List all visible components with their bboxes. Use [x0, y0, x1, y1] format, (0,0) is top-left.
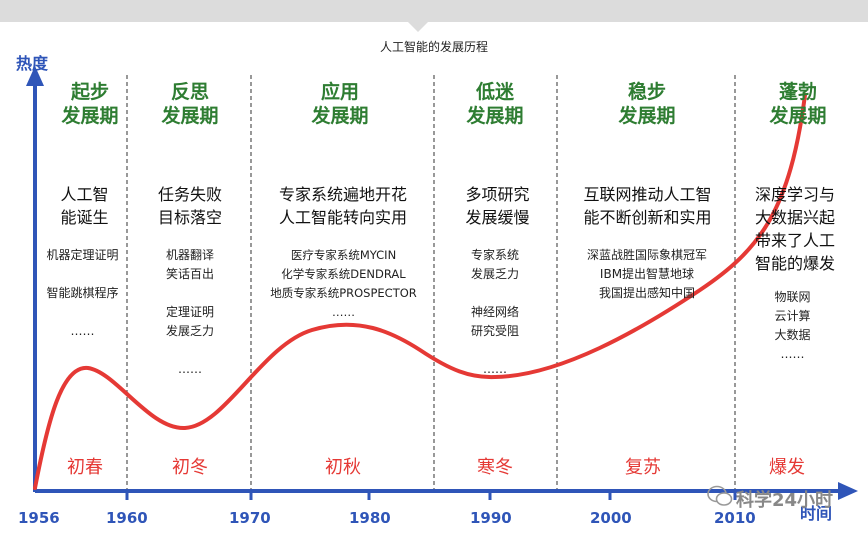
event-line: 深度学习与 — [754, 185, 835, 204]
x-axis-arrow — [838, 482, 858, 500]
phase-title-4: 低迷 发展期 — [445, 80, 545, 128]
detail-list-6: 物联网 云计算 大数据 …… — [774, 290, 811, 361]
detail-list-4: 专家系统 发展乏力 神经网络 研究受阻 …… — [470, 248, 519, 376]
heat-curve — [33, 93, 807, 490]
event-line: 人工智能转向实用 — [278, 208, 407, 227]
event-line: 专家系统遍地开花 — [278, 185, 407, 204]
phase-title-line: 稳步 — [627, 81, 666, 103]
event-line: 发展缓慢 — [465, 208, 530, 227]
detail-list-2: 机器翻译 笑话百出 定理证明 发展乏力 …… — [165, 248, 214, 376]
y-axis-label: 热度 — [16, 54, 49, 73]
phase-title-line: 起步 — [70, 81, 109, 103]
event-line: 能不断创新和实用 — [583, 208, 712, 227]
phase-title-line: 发展期 — [311, 105, 369, 127]
season-label-2: 初冬 — [172, 457, 208, 478]
phase-title-3: 应用 发展期 — [290, 80, 390, 128]
season-label-6: 爆发 — [769, 457, 805, 478]
event-line: 能诞生 — [60, 208, 109, 227]
phase-title-line: 发展期 — [466, 105, 524, 127]
season-label-1: 初春 — [67, 457, 103, 478]
top-bar — [0, 0, 868, 22]
year-label-1956: 1956 — [18, 509, 60, 527]
year-label-1970: 1970 — [229, 509, 271, 527]
year-label-1990: 1990 — [470, 509, 512, 527]
event-text-6: 深度学习与 大数据兴起 带来了人工 智能的爆发 — [740, 183, 850, 275]
event-line: 目标落空 — [157, 208, 222, 227]
x-axis-label: 时间 — [800, 504, 833, 523]
detail-list-5: 深蓝战胜国际象棋冠军 IBM提出智慧地球 我国提出感知中国 — [586, 248, 707, 300]
season-label-4: 寒冬 — [477, 457, 513, 478]
period-separators — [126, 75, 736, 490]
wechat-icon — [707, 485, 733, 506]
event-text-1: 人工智 能诞生 — [37, 183, 132, 229]
detail-list-1: 机器定理证明 智能跳棋程序 …… — [46, 248, 119, 338]
watermark-text: 科学24小时 — [736, 490, 834, 511]
season-label-3: 初秋 — [325, 457, 361, 478]
page-title: 人工智能的发展历程 — [379, 40, 488, 54]
event-text-5: 互联网推动人工智 能不断创新和实用 — [565, 183, 730, 229]
phase-title-5: 稳步 发展期 — [597, 80, 697, 128]
event-text-3: 专家系统遍地开花 人工智能转向实用 — [258, 183, 428, 229]
phase-title-line: 发展期 — [618, 105, 676, 127]
event-line: 大数据兴起 — [754, 208, 835, 227]
phase-title-line: 发展期 — [161, 105, 219, 127]
event-line: 互联网推动人工智 — [583, 185, 712, 204]
phase-title-6: 蓬勃 发展期 — [748, 80, 848, 128]
event-text-4: 多项研究 发展缓慢 — [445, 183, 550, 229]
phase-title-1: 起步 发展期 — [40, 80, 140, 128]
season-label-5: 复苏 — [625, 457, 661, 478]
event-line: 智能的爆发 — [754, 254, 835, 273]
event-line: 多项研究 — [465, 185, 530, 204]
phase-title-line: 应用 — [320, 81, 359, 103]
year-label-1960: 1960 — [106, 509, 148, 527]
year-label-2010: 2010 — [714, 509, 756, 527]
phase-title-line: 低迷 — [475, 81, 514, 103]
phase-title-2: 反思 发展期 — [140, 80, 240, 128]
event-line: 人工智 — [60, 185, 109, 204]
phase-title-line: 反思 — [170, 81, 209, 103]
event-text-2: 任务失败 目标落空 — [140, 183, 240, 229]
year-label-1980: 1980 — [349, 509, 391, 527]
detail-list-3: 医疗专家系统MYCIN 化学专家系统DENDRAL 地质专家系统PROSPECT… — [270, 248, 417, 319]
event-line: 带来了人工 — [754, 231, 835, 250]
top-bar-notch — [408, 22, 428, 32]
x-ticks — [125, 491, 737, 500]
y-axis-arrow — [26, 66, 44, 86]
phase-title-line: 蓬勃 — [778, 81, 817, 103]
phase-title-line: 发展期 — [61, 105, 119, 127]
phase-title-line: 发展期 — [769, 105, 827, 127]
year-label-2000: 2000 — [590, 509, 632, 527]
event-line: 任务失败 — [157, 185, 222, 204]
